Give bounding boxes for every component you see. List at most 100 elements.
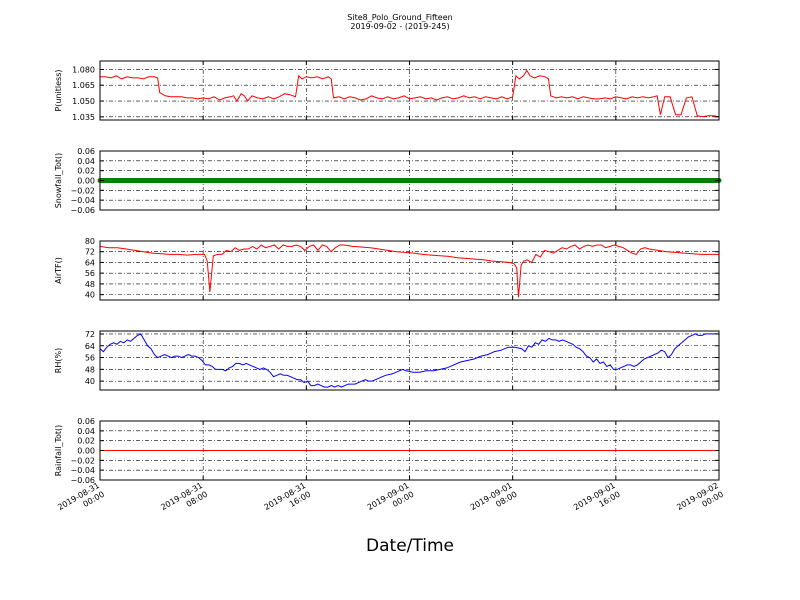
series-point-snowfall	[523, 178, 529, 183]
series-point-snowfall	[161, 178, 167, 183]
y-tick-label: 72	[85, 330, 95, 339]
series-point-snowfall	[187, 178, 193, 183]
series-point-snowfall	[710, 178, 716, 183]
series-point-snowfall	[561, 178, 567, 183]
y-tick-label: 1.050	[72, 97, 95, 106]
series-point-snowfall	[226, 178, 232, 183]
chart-title: Site8_Polo_Ground_Fifteen	[347, 13, 452, 22]
series-point-snowfall	[465, 178, 471, 183]
series-point-snowfall	[400, 178, 406, 183]
y-tick-label: 0.02	[77, 167, 95, 176]
series-point-snowfall	[703, 178, 709, 183]
panels-group: 1.0801.0651.0501.035P(unitless)0.060.040…	[54, 60, 722, 485]
series-point-snowfall	[413, 178, 419, 183]
series-line-rh	[99, 333, 719, 388]
series-point-snowfall	[136, 178, 142, 183]
series-point-snowfall	[445, 178, 451, 183]
series-point-snowfall	[103, 178, 109, 183]
series-point-snowfall	[490, 178, 496, 183]
series-point-snowfall	[310, 178, 316, 183]
series-point-snowfall	[593, 178, 599, 183]
series-point-snowfall	[652, 178, 658, 183]
series-line-pressure	[100, 69, 720, 118]
series-point-snowfall	[458, 178, 464, 183]
y-axis-label: Rainfall_Tot()	[54, 425, 63, 477]
series-point-snowfall	[374, 178, 380, 183]
y-tick-label: 0.00	[77, 447, 95, 456]
series-point-snowfall	[200, 178, 206, 183]
series-point-snowfall	[658, 178, 664, 183]
y-tick-label: 0.02	[77, 437, 95, 446]
series-point-snowfall	[600, 178, 606, 183]
y-tick-label: 1.065	[72, 81, 95, 90]
y-tick-label: 80	[85, 237, 95, 246]
series-point-snowfall	[116, 178, 122, 183]
series-point-snowfall	[452, 178, 458, 183]
y-tick-label: −0.06	[70, 206, 95, 215]
series-point-snowfall	[639, 178, 645, 183]
y-tick-label: 56	[85, 269, 95, 278]
series-point-snowfall	[252, 178, 258, 183]
y-tick-label: 0.04	[77, 157, 95, 166]
series-point-snowfall	[355, 178, 361, 183]
y-tick-label: 0.06	[77, 147, 95, 156]
series-point-snowfall	[123, 178, 129, 183]
series-point-snowfall	[671, 178, 677, 183]
series-point-snowfall	[142, 178, 148, 183]
series-point-snowfall	[471, 178, 477, 183]
series-point-snowfall	[581, 178, 587, 183]
series-point-snowfall	[684, 178, 690, 183]
y-tick-label: 0.00	[77, 177, 95, 186]
y-tick-label: −0.02	[70, 456, 95, 465]
series-point-snowfall	[239, 178, 245, 183]
series-point-snowfall	[439, 178, 445, 183]
series-point-snowfall	[677, 178, 683, 183]
series-point-snowfall	[381, 178, 387, 183]
y-tick-label: 1.080	[72, 65, 95, 74]
series-point-snowfall	[245, 178, 251, 183]
y-tick-label: −0.04	[70, 466, 95, 475]
series-point-snowfall	[510, 178, 516, 183]
panel-rainfall: 0.060.040.020.00−0.02−0.04−0.06 Rainfall_…	[54, 417, 720, 485]
series-point-snowfall	[155, 178, 161, 183]
series-point-snowfall	[258, 178, 264, 183]
series-point-snowfall	[368, 178, 374, 183]
series-point-snowfall	[168, 178, 174, 183]
series-point-snowfall	[213, 178, 219, 183]
y-tick-label: −0.02	[70, 186, 95, 195]
series-point-snowfall	[555, 178, 561, 183]
series-point-snowfall	[336, 178, 342, 183]
y-tick-label: 64	[85, 258, 95, 267]
series-point-snowfall	[303, 178, 309, 183]
series-point-snowfall	[394, 178, 400, 183]
series-point-snowfall	[207, 178, 213, 183]
series-point-snowfall	[342, 178, 348, 183]
series-point-snowfall	[503, 178, 509, 183]
series-point-snowfall	[290, 178, 296, 183]
series-point-snowfall	[664, 178, 670, 183]
y-tick-label: 0.04	[77, 427, 95, 436]
y-tick-label: 1.035	[72, 113, 95, 122]
series-point-snowfall	[387, 178, 393, 183]
series-point-snowfall	[484, 178, 490, 183]
series-point-snowfall	[174, 178, 180, 183]
series-point-snowfall	[626, 178, 632, 183]
series-point-snowfall	[645, 178, 651, 183]
y-tick-label: 40	[85, 291, 95, 300]
series-point-snowfall	[316, 178, 322, 183]
series-point-snowfall	[690, 178, 696, 183]
series-point-snowfall	[613, 178, 619, 183]
y-tick-label: 72	[85, 248, 95, 257]
series-point-snowfall	[361, 178, 367, 183]
y-tick-label: −0.04	[70, 196, 95, 205]
series-point-snowfall	[110, 178, 116, 183]
series-point-snowfall	[529, 178, 535, 183]
series-point-snowfall	[297, 178, 303, 183]
